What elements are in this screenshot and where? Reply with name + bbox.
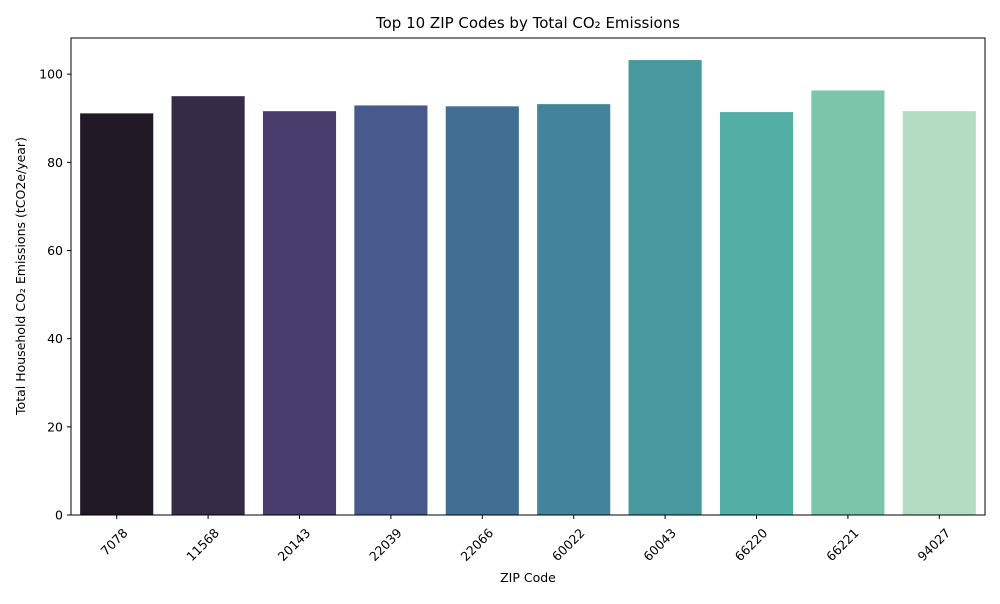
x-axis-label: ZIP Code	[500, 570, 556, 585]
plot-frame	[70, 37, 986, 516]
y-axis-label: Total Household CO₂ Emissions (tCO2e/yea…	[13, 137, 28, 416]
bars-group	[80, 60, 976, 516]
bar-60043	[628, 60, 702, 516]
x-tick-label: 11568	[183, 525, 222, 564]
y-tick-label: 60	[47, 243, 63, 258]
bar-94027	[902, 111, 976, 515]
bar-11568	[171, 96, 245, 516]
x-tick-label: 66221	[823, 525, 862, 564]
bar-20143	[262, 111, 337, 515]
bar-66221	[811, 90, 885, 515]
bar-66220	[719, 112, 794, 516]
x-tick-label: 7078	[98, 525, 131, 558]
bar-22039	[354, 105, 428, 515]
y-tick-label: 20	[47, 419, 63, 434]
x-tick-label: 22066	[457, 525, 496, 564]
y-tick-label: 0	[55, 508, 63, 523]
y-tick-label: 100	[39, 67, 63, 82]
x-tick-label: 66220	[732, 525, 771, 564]
bar-60022	[537, 104, 611, 516]
y-tick-label: 40	[47, 331, 63, 346]
x-tick-label: 60043	[640, 525, 679, 564]
x-tick-label: 20143	[275, 525, 314, 564]
x-axis: 7078 11568 20143 22039 22066 60022 60043 66220 6…	[98, 515, 953, 564]
x-tick-label: 94027	[914, 525, 953, 564]
bar-22066	[445, 106, 519, 516]
y-tick-label: 80	[47, 155, 63, 170]
x-tick-label: 22039	[366, 525, 405, 564]
bar-7078	[80, 113, 154, 515]
y-axis: 0 20 40 60 80 100	[39, 67, 71, 523]
x-tick-label: 60022	[549, 525, 588, 564]
chart-title: Top 10 ZIP Codes by Total CO₂ Emissions	[375, 14, 680, 32]
